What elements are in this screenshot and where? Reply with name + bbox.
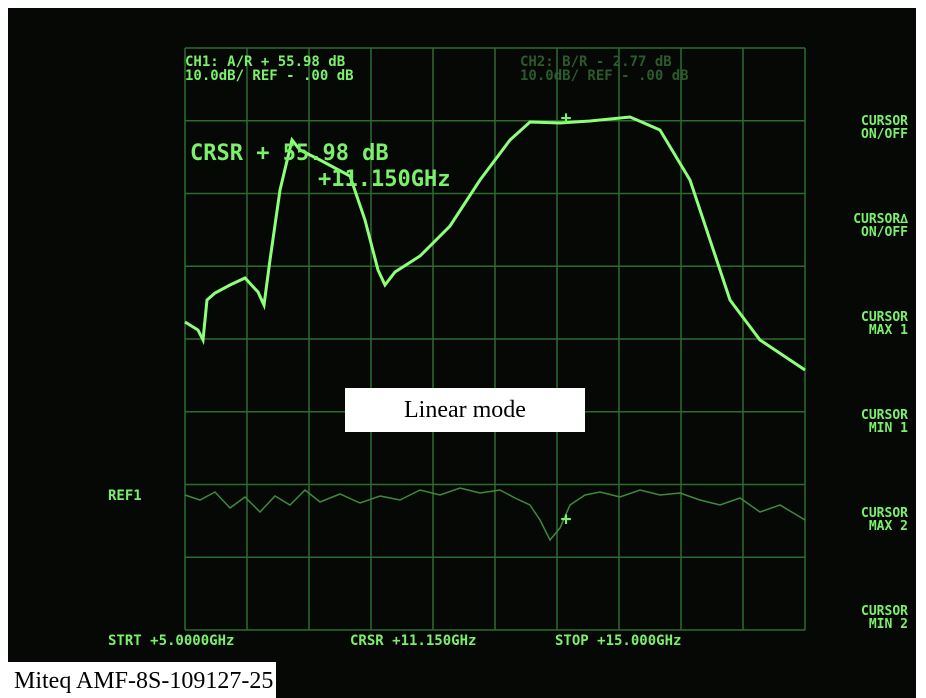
mode-label: Linear mode [345,388,585,432]
softkey-label: ON/OFF [861,225,908,240]
softkey-label: CURSOR [861,310,908,325]
cursor-marker: + [561,509,572,530]
softkey-label: CURSOR∆ [853,212,908,227]
start-frequency: STRT +5.0000GHz [108,633,234,649]
softkey-label: MIN 2 [869,617,908,632]
ref-label: REF1 [108,488,142,504]
cursor-footer: CRSR +11.150GHz [350,633,476,649]
softkey-label: CURSOR [861,114,908,129]
trace-ch1 [184,115,806,372]
graticule [184,47,806,631]
ch1-scale: 10.0dB/ REF - .00 dB [185,68,354,84]
device-label: Miteq AMF-8S-109127-25 [8,662,276,698]
softkey-label: CURSOR [861,408,908,423]
softkey-label: MAX 2 [869,519,908,534]
cursor-marker: + [561,108,572,129]
trace-ch2 [184,487,806,542]
softkey-label: MAX 1 [869,323,908,338]
ch2-status: CH2: B/R - 2.77 dB [520,54,672,70]
screen [8,8,916,698]
stop-frequency: STOP +15.000GHz [555,633,681,649]
softkey-label: CURSOR [861,604,908,619]
cursor-frequency: +11.150GHz [318,167,450,192]
ch1-status: CH1: A/R + 55.98 dB [185,54,345,70]
softkey-label: ON/OFF [861,127,908,142]
cursor-value: CRSR + 55.98 dB [190,141,389,166]
softkey-label: MIN 1 [869,421,908,436]
ch2-scale: 10.0dB/ REF - .00 dB [520,68,689,84]
softkey-label: CURSOR [861,506,908,521]
